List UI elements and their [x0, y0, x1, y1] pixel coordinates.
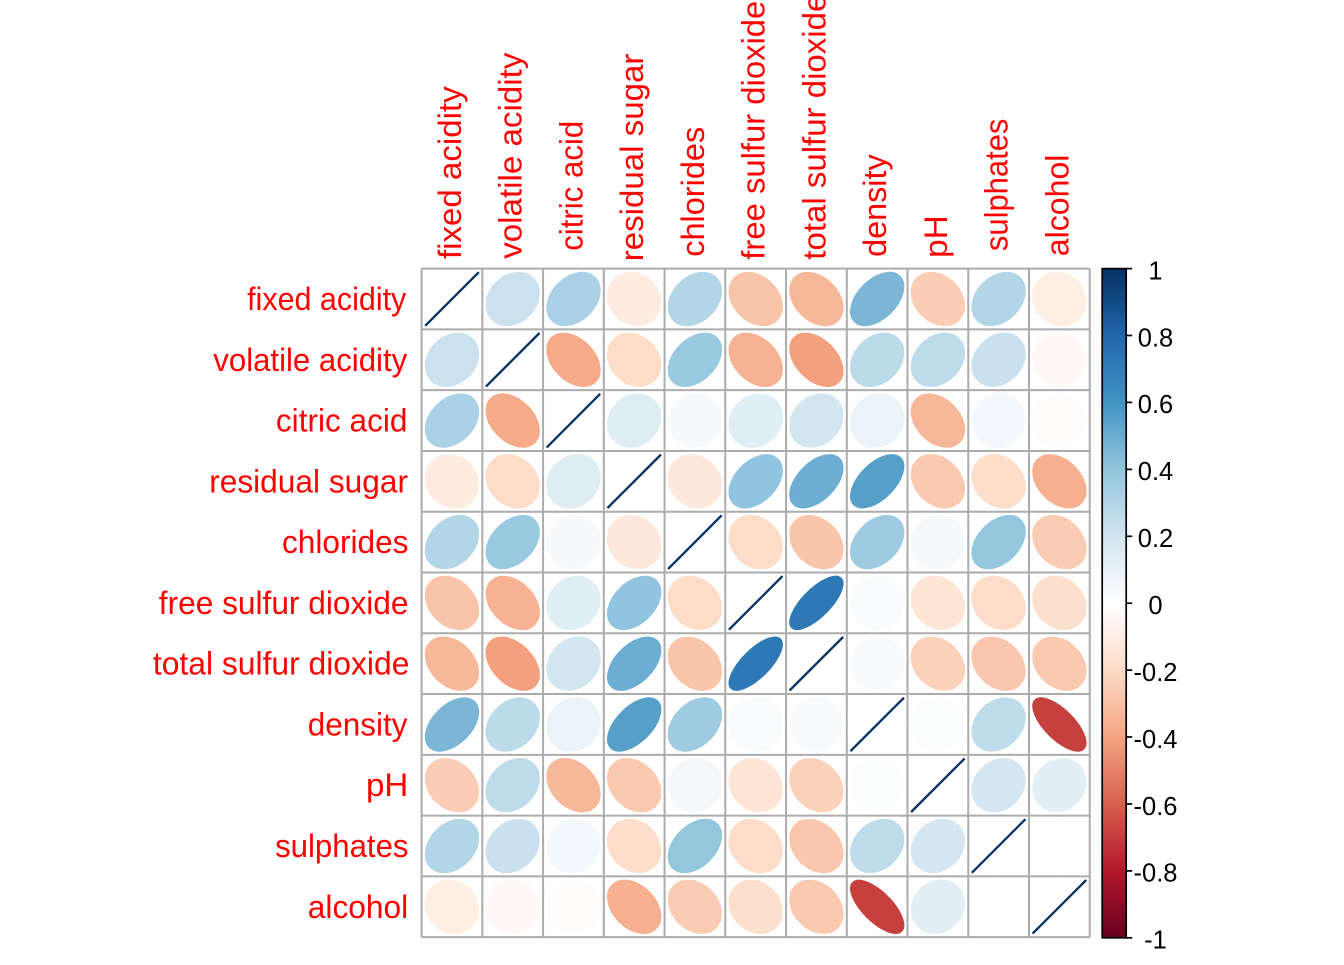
svg-text:volatile acidity: volatile acidity	[213, 342, 408, 378]
svg-text:pH: pH	[366, 767, 408, 803]
svg-text:-0.2: -0.2	[1134, 659, 1178, 687]
svg-text:0.6: 0.6	[1138, 391, 1173, 419]
svg-text:0: 0	[1148, 592, 1162, 620]
svg-text:alcohol: alcohol	[1039, 155, 1075, 257]
svg-text:fixed acidity: fixed acidity	[247, 281, 407, 317]
svg-text:free sulfur dioxide: free sulfur dioxide	[736, 1, 772, 260]
svg-text:volatile acidity: volatile acidity	[493, 52, 529, 259]
svg-text:0.2: 0.2	[1138, 525, 1173, 553]
svg-text:residual sugar: residual sugar	[614, 53, 650, 261]
svg-text:-0.8: -0.8	[1134, 860, 1178, 888]
svg-text:-1: -1	[1144, 927, 1167, 955]
svg-text:chlorides: chlorides	[282, 524, 409, 560]
svg-text:residual sugar: residual sugar	[209, 463, 408, 499]
svg-text:-0.6: -0.6	[1134, 793, 1178, 821]
svg-text:sulphates: sulphates	[275, 828, 408, 864]
svg-text:chlorides: chlorides	[675, 127, 711, 257]
svg-text:1: 1	[1148, 257, 1162, 285]
svg-text:density: density	[857, 154, 893, 257]
svg-text:alcohol: alcohol	[308, 889, 408, 925]
svg-text:fixed acidity: fixed acidity	[432, 86, 468, 259]
svg-text:0.4: 0.4	[1138, 458, 1173, 486]
svg-text:total sulfur dioxide: total sulfur dioxide	[796, 0, 832, 260]
svg-text:sulphates: sulphates	[979, 119, 1015, 252]
svg-text:-0.4: -0.4	[1134, 726, 1178, 754]
svg-text:citric acid: citric acid	[554, 121, 590, 251]
svg-text:free sulfur dioxide: free sulfur dioxide	[159, 585, 409, 621]
svg-text:pH: pH	[918, 215, 954, 258]
svg-text:total sulfur dioxide: total sulfur dioxide	[153, 646, 410, 682]
svg-text:density: density	[308, 707, 408, 743]
svg-text:citric acid: citric acid	[276, 403, 408, 439]
svg-text:0.8: 0.8	[1138, 324, 1173, 352]
